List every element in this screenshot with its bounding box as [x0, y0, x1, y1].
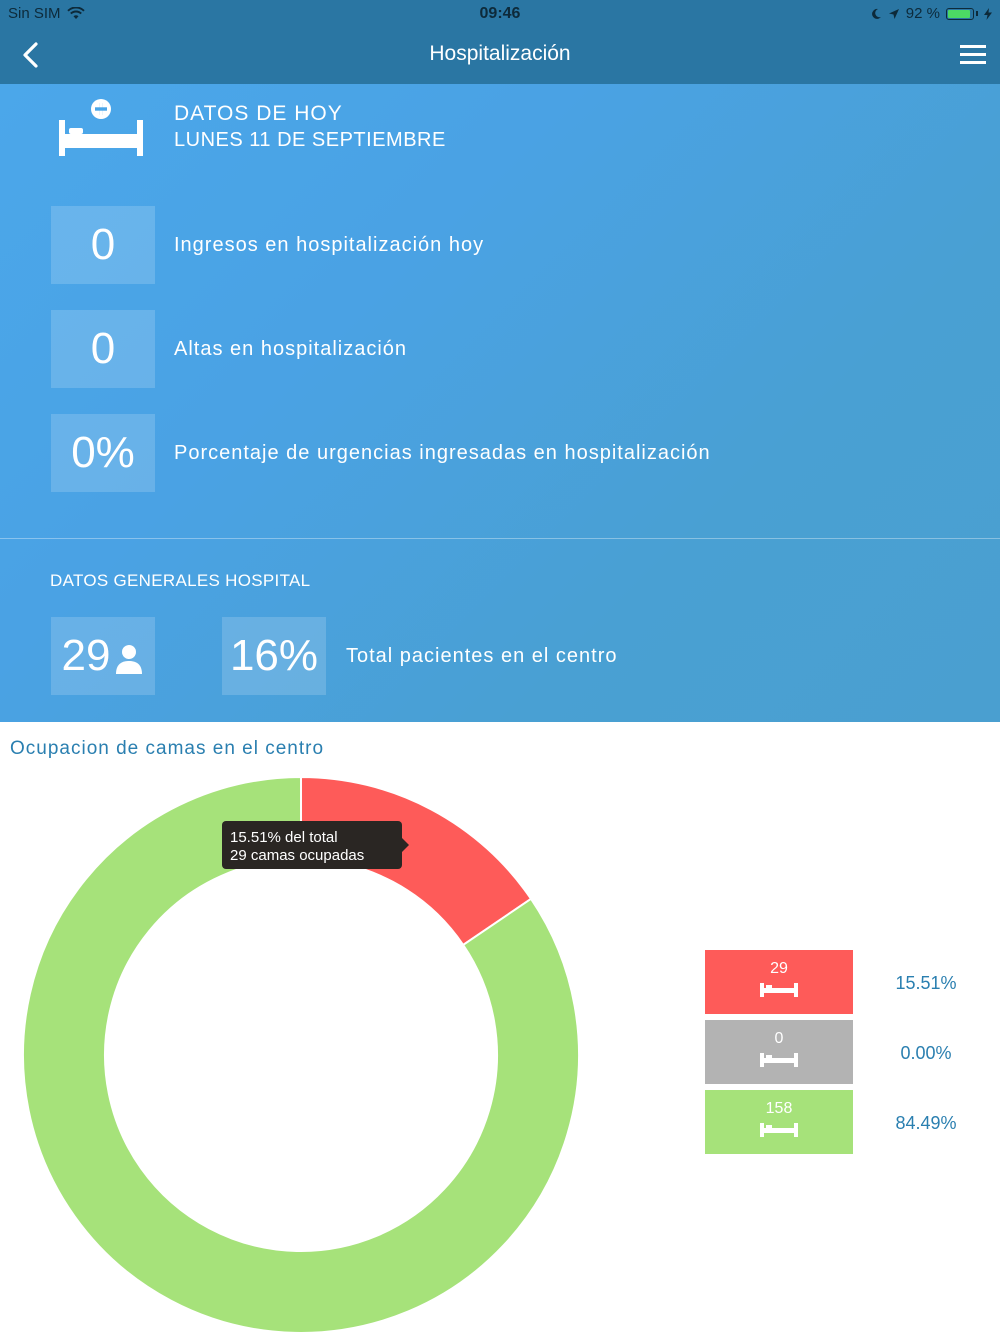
legend-blocked-percent: 0.00% [900, 1043, 952, 1063]
today-date: LUNES 11 DE SEPTIEMBRE [174, 129, 446, 151]
status-bar: Sin SIM 09:46 92 % [0, 0, 1000, 28]
tooltip-line1: 15.51% del total [230, 829, 338, 846]
legend-free-percent: 84.49% [895, 1113, 957, 1133]
emergency-percent-label: Porcentaje de urgencias ingresadas en ho… [174, 442, 711, 464]
battery-icon [946, 7, 974, 20]
discharges-value: 0 [51, 310, 155, 388]
legend-occupied-count: 29 [770, 960, 788, 977]
bed-icon [760, 1123, 798, 1137]
legend-blocked-count: 0 [774, 1030, 784, 1047]
section-divider [0, 538, 1000, 539]
stats-panel: DATOS DE HOY LUNES 11 DE SEPTIEMBRE 0 In… [0, 84, 1000, 722]
back-chevron-icon[interactable] [16, 38, 52, 74]
status-time: 09:46 [479, 5, 521, 22]
patients-total-label: Total pacientes en el centro [346, 645, 618, 667]
nav-bar: Hospitalización [0, 28, 1000, 84]
hamburger-menu-icon[interactable] [958, 40, 988, 70]
carrier-label: Sin SIM [8, 5, 61, 22]
battery-percent: 92 % [905, 5, 940, 22]
wifi-icon [66, 7, 85, 19]
emergency-percent-value: 0% [51, 414, 155, 492]
tooltip-line2: 29 camas ocupadas [230, 847, 365, 864]
today-title: DATOS DE HOY [174, 102, 343, 125]
admissions-label: Ingresos en hospitalización hoy [174, 234, 485, 256]
legend-occupied: 29 [705, 950, 853, 1014]
legend-free-count: 158 [765, 1100, 793, 1117]
bed-icon [760, 983, 798, 997]
person-icon [116, 645, 143, 674]
legend-blocked: 0 [705, 1020, 853, 1084]
admissions-value: 0 [51, 206, 155, 284]
page-title: Hospitalización [429, 42, 571, 65]
patients-percent: 16% [222, 617, 326, 695]
moon-icon [871, 8, 881, 19]
general-data-title: DATOS GENERALES HOSPITAL [50, 571, 311, 590]
charging-icon [984, 7, 992, 20]
legend-occupied-percent: 15.51% [895, 973, 957, 993]
bed-icon [760, 1053, 798, 1067]
chart-tooltip: 15.51% del total 29 camas ocupadas [222, 821, 409, 869]
legend-free: 158 [705, 1090, 853, 1154]
discharges-label: Altas en hospitalización [174, 338, 408, 360]
donut-slice-2[interactable] [22, 775, 580, 1334]
patients-count: 29 [61, 631, 111, 680]
patients-count-box: 29 [51, 617, 155, 695]
chart-title: Ocupacion de camas en el centro [10, 738, 325, 759]
hospital-bed-icon [59, 99, 143, 156]
location-arrow-icon [888, 8, 899, 19]
